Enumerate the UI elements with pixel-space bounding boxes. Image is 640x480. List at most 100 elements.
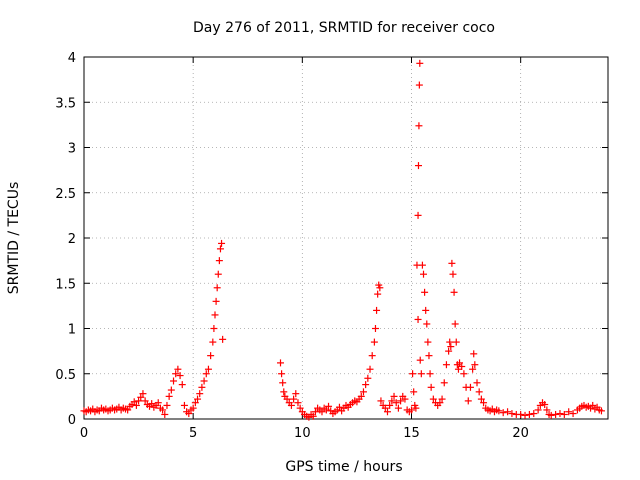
- y-axis-label: SRMTID / TECUs: [6, 182, 22, 295]
- grid-lines: [84, 57, 608, 419]
- data-point: [214, 270, 222, 278]
- data-point: [219, 335, 227, 343]
- data-point: [541, 401, 549, 409]
- data-point: [178, 381, 186, 389]
- data-point: [427, 383, 435, 391]
- data-point: [424, 338, 432, 346]
- data-point: [141, 397, 149, 405]
- data-point: [446, 338, 454, 346]
- data-point: [449, 270, 457, 278]
- data-point: [180, 401, 188, 409]
- data-point: [283, 395, 291, 403]
- data-point: [191, 399, 199, 407]
- data-point: [386, 401, 394, 409]
- data-points: [80, 59, 605, 421]
- y-tick-label: 2: [68, 232, 76, 247]
- data-point: [167, 386, 175, 394]
- data-point: [401, 395, 409, 403]
- data-point: [189, 404, 197, 412]
- y-tick-label: 2.5: [55, 187, 76, 202]
- data-point: [388, 397, 396, 405]
- data-point: [417, 370, 425, 378]
- data-point: [210, 325, 218, 332]
- data-point: [185, 410, 193, 418]
- y-tick-label: 4: [68, 51, 76, 66]
- data-point: [294, 399, 302, 407]
- data-point: [429, 395, 437, 403]
- data-point: [556, 410, 564, 418]
- data-point: [204, 365, 212, 373]
- data-point: [565, 408, 573, 416]
- data-point: [198, 383, 206, 391]
- data-point: [495, 407, 503, 415]
- data-point: [450, 288, 458, 296]
- data-point: [200, 377, 208, 385]
- data-point: [414, 162, 422, 170]
- data-point: [377, 397, 385, 405]
- data-point: [364, 374, 372, 382]
- y-tick-label: 3.5: [55, 96, 76, 111]
- data-point: [161, 410, 169, 418]
- data-point: [552, 410, 560, 418]
- y-axis: 0 0.5 1 1.5 2 2.5 3 3.5 4: [55, 51, 608, 428]
- data-point: [213, 284, 221, 292]
- data-point: [452, 338, 460, 346]
- data-point: [368, 352, 376, 360]
- data-point: [416, 356, 424, 364]
- data-point: [215, 257, 223, 265]
- data-point: [521, 411, 529, 419]
- data-point: [517, 410, 525, 418]
- data-point: [172, 370, 180, 378]
- data-point: [458, 363, 466, 371]
- data-point: [325, 402, 333, 410]
- data-point: [376, 284, 384, 292]
- data-point: [124, 406, 132, 414]
- y-tick-label: 3: [68, 142, 76, 157]
- data-point: [464, 397, 472, 405]
- data-point: [335, 403, 343, 411]
- data-point: [471, 361, 479, 369]
- data-point: [534, 406, 542, 414]
- data-point: [137, 393, 145, 401]
- data-point: [394, 404, 402, 412]
- data-point: [135, 397, 143, 405]
- data-point: [447, 343, 455, 351]
- data-point: [170, 377, 178, 385]
- x-axis: 0 5 10 15 20: [80, 57, 529, 441]
- data-point: [460, 370, 468, 378]
- data-point: [569, 410, 577, 418]
- data-point: [421, 288, 429, 296]
- chart-title: Day 276 of 2011, SRMTID for receiver coc…: [193, 20, 495, 36]
- data-point: [422, 306, 430, 314]
- data-point: [357, 392, 365, 400]
- data-point: [414, 211, 422, 219]
- data-point: [278, 370, 286, 378]
- data-point: [466, 383, 474, 391]
- data-point: [374, 290, 382, 298]
- data-point: [292, 390, 300, 398]
- y-tick-label: 0.5: [55, 368, 76, 383]
- data-point: [543, 406, 551, 414]
- data-point: [415, 122, 423, 130]
- data-point: [499, 409, 507, 417]
- x-tick-label: 15: [403, 426, 420, 441]
- data-point: [480, 399, 488, 407]
- data-point: [390, 392, 398, 400]
- data-point: [212, 297, 220, 305]
- data-point: [163, 401, 171, 409]
- data-point: [362, 381, 370, 389]
- data-point: [436, 399, 444, 407]
- data-point: [290, 395, 298, 403]
- x-tick-label: 10: [294, 426, 311, 441]
- data-point: [194, 395, 202, 403]
- data-point: [196, 390, 204, 398]
- data-point: [383, 408, 391, 416]
- data-point: [420, 270, 428, 278]
- data-point: [139, 390, 147, 398]
- data-point: [209, 338, 217, 346]
- data-point: [477, 395, 485, 403]
- data-point: [423, 320, 431, 328]
- data-point: [309, 412, 317, 420]
- data-point: [414, 315, 422, 323]
- data-point: [448, 259, 456, 267]
